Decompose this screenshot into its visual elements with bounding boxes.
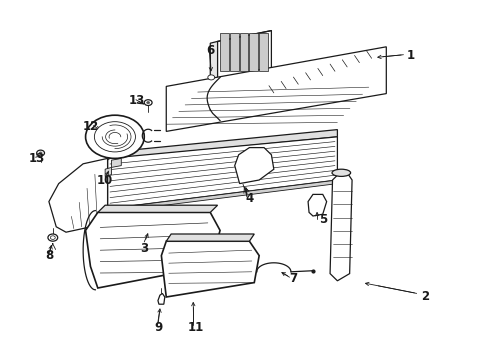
Circle shape	[85, 115, 144, 158]
Polygon shape	[111, 158, 121, 167]
Text: 8: 8	[45, 249, 53, 262]
Text: 5: 5	[318, 213, 326, 226]
Polygon shape	[166, 234, 254, 241]
Polygon shape	[166, 47, 386, 131]
Polygon shape	[161, 241, 259, 297]
Text: 12: 12	[82, 120, 99, 132]
Polygon shape	[220, 33, 228, 71]
Circle shape	[37, 150, 44, 156]
Text: 10: 10	[97, 174, 113, 186]
Polygon shape	[105, 167, 111, 176]
Polygon shape	[98, 205, 217, 212]
Ellipse shape	[331, 169, 350, 176]
Text: 13: 13	[28, 152, 45, 165]
Text: 11: 11	[187, 321, 203, 334]
Polygon shape	[217, 31, 271, 85]
Polygon shape	[107, 137, 337, 209]
Polygon shape	[120, 130, 337, 158]
Polygon shape	[107, 180, 337, 212]
Circle shape	[144, 100, 152, 105]
Circle shape	[48, 234, 58, 241]
Text: 3: 3	[140, 242, 148, 255]
Polygon shape	[307, 194, 326, 216]
Circle shape	[94, 122, 135, 152]
Polygon shape	[249, 33, 258, 71]
Polygon shape	[239, 33, 248, 71]
Circle shape	[39, 152, 42, 154]
Polygon shape	[85, 212, 220, 288]
Text: 9: 9	[155, 321, 163, 334]
Text: 7: 7	[289, 273, 297, 285]
Polygon shape	[229, 33, 238, 71]
Circle shape	[146, 102, 149, 104]
Text: 6: 6	[206, 44, 214, 57]
Polygon shape	[329, 173, 351, 281]
Text: 13: 13	[128, 94, 145, 107]
Polygon shape	[49, 158, 107, 232]
Polygon shape	[259, 33, 267, 71]
Text: 2: 2	[421, 291, 428, 303]
Polygon shape	[210, 41, 217, 86]
Circle shape	[50, 236, 55, 239]
Polygon shape	[234, 148, 273, 184]
Text: 4: 4	[245, 192, 253, 204]
Polygon shape	[158, 293, 164, 304]
Text: 1: 1	[406, 49, 414, 62]
Circle shape	[207, 75, 214, 80]
